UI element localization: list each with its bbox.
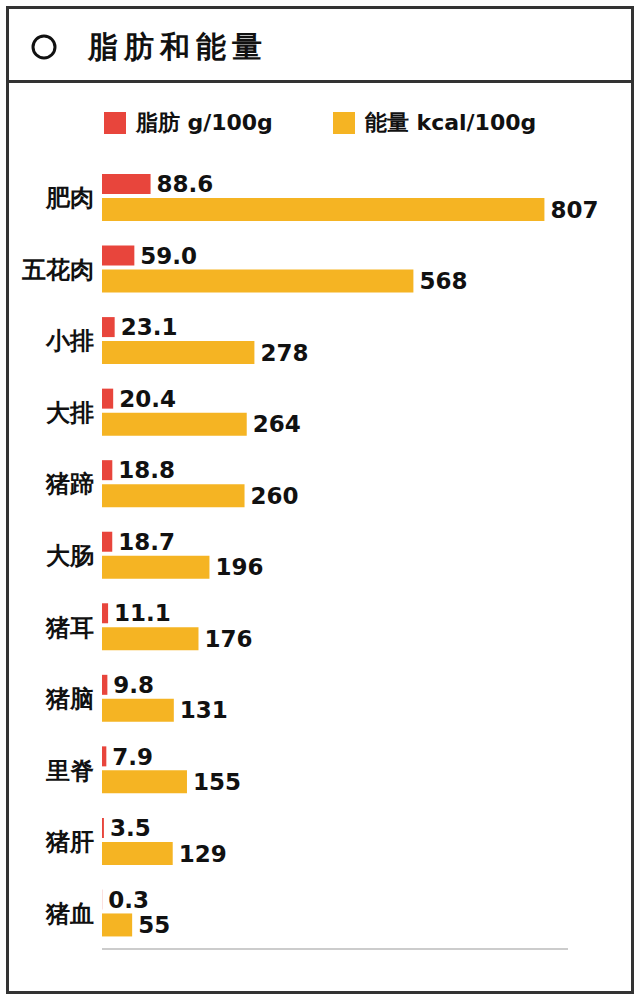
svg-text:7.9: 7.9 [112, 744, 153, 770]
svg-text:807: 807 [550, 197, 598, 223]
svg-text:猪血: 猪血 [45, 900, 94, 928]
svg-text:176: 176 [204, 626, 252, 652]
svg-text:大肠: 大肠 [46, 542, 94, 570]
svg-text:264: 264 [253, 411, 301, 437]
svg-text:88.6: 88.6 [157, 171, 214, 197]
svg-text:18.8: 18.8 [118, 457, 175, 483]
svg-text:五花肉: 五花肉 [21, 256, 94, 284]
svg-text:猪脑: 猪脑 [45, 685, 94, 713]
svg-text:小排: 小排 [45, 327, 94, 355]
svg-text:23.1: 23.1 [121, 314, 178, 340]
svg-text:11.1: 11.1 [114, 600, 171, 626]
svg-text:18.7: 18.7 [118, 529, 175, 555]
svg-text:129: 129 [179, 841, 227, 867]
svg-text:大排: 大排 [46, 399, 94, 427]
svg-text:0.3: 0.3 [108, 887, 149, 913]
svg-text:131: 131 [180, 697, 228, 723]
html-text:能量 kcal/100g: 能量 kcal/100g [364, 110, 537, 135]
svg-text:肥肉: 肥肉 [45, 184, 94, 212]
html-text:脂肪和能量: 脂肪和能量 [88, 28, 268, 64]
svg-text:猪肝: 猪肝 [45, 828, 94, 856]
svg-text:155: 155 [193, 769, 241, 795]
html-text:脂肪 g/100g: 脂肪 g/100g [135, 110, 273, 135]
svg-text:猪蹄: 猪蹄 [45, 470, 94, 498]
svg-text:里脊: 里脊 [45, 757, 94, 785]
svg-text:278: 278 [260, 340, 308, 366]
svg-text:55: 55 [138, 912, 170, 938]
svg-text:9.8: 9.8 [113, 672, 154, 698]
svg-text:3.5: 3.5 [110, 815, 151, 841]
svg-text:568: 568 [419, 268, 467, 294]
svg-text:猪耳: 猪耳 [45, 614, 94, 642]
svg-text:59.0: 59.0 [140, 243, 197, 269]
svg-text:20.4: 20.4 [119, 386, 176, 412]
svg-text:260: 260 [251, 483, 299, 509]
svg-text:196: 196 [215, 554, 263, 580]
